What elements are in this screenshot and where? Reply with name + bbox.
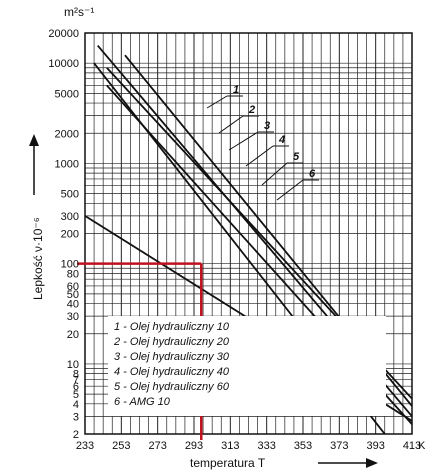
- callout-leader-6: [276, 179, 304, 201]
- y-tick-label: 3: [73, 411, 79, 423]
- legend-box: 1 - Olej hydrauliczny 10 2 - Olej hydrau…: [108, 316, 386, 416]
- callout-leader-3: [228, 131, 259, 151]
- y-tick-label: 10000: [48, 58, 79, 70]
- y-tick-label: 300: [61, 211, 79, 223]
- x-tick-label: 313: [221, 440, 239, 452]
- y-tick-label: 10: [67, 359, 79, 371]
- x-tick-label: 353: [294, 440, 312, 452]
- legend-entry-1: 1 - Olej hydrauliczny 10: [114, 321, 230, 333]
- x-tick-label: 253: [112, 440, 130, 452]
- y-tick-label: 6: [73, 381, 79, 393]
- x-tick-label: 413: [403, 440, 421, 452]
- x-tick-label: 233: [76, 440, 94, 452]
- y-tick-label: 8: [73, 369, 79, 381]
- y-tick-label: 80: [67, 268, 79, 280]
- y-axis-label: Lepkość ν·10⁻⁶: [31, 217, 45, 300]
- y-unit-label: m²s⁻¹: [64, 5, 94, 19]
- plot-border: [84, 32, 413, 435]
- legend-entry-4: 4 - Olej hydrauliczny 40: [114, 366, 230, 378]
- y-tick-label: 60: [67, 281, 79, 293]
- plot-frame: [84, 32, 413, 435]
- y-tick-label: 50: [67, 289, 79, 301]
- y-tick-label: 2: [73, 429, 79, 441]
- y-tick-label: 1000: [55, 158, 79, 170]
- x-tick-label: 373: [330, 440, 348, 452]
- legend-background: [108, 316, 386, 416]
- legend-entry-6: 6 - AMG 10: [114, 396, 171, 408]
- x-tick-label: 333: [257, 440, 275, 452]
- series-number-3: 3: [264, 120, 270, 132]
- x-tick-label: 273: [148, 440, 166, 452]
- y-tick-label: 5000: [55, 88, 79, 100]
- series-number-5: 5: [293, 151, 300, 163]
- legend-entry-5: 5 - Olej hydrauliczny 60: [114, 381, 230, 393]
- y-tick-label: 200: [61, 229, 79, 241]
- x-tick-label: 293: [185, 440, 203, 452]
- y-tick-label: 4: [73, 399, 79, 411]
- series-number-1: 1: [233, 84, 239, 96]
- x-tick-label: 393: [366, 440, 384, 452]
- y-tick-label: 40: [67, 299, 79, 311]
- y-tick-label: 30: [67, 311, 79, 323]
- series-number-2: 2: [248, 104, 255, 116]
- x-unit-label: K: [418, 440, 426, 452]
- y-tick-label: 5: [73, 389, 79, 401]
- series-number-4: 4: [278, 134, 285, 146]
- x-axis-label: temperatura T: [190, 456, 266, 470]
- legend-entry-2: 2 - Olej hydrauliczny 20: [113, 336, 230, 348]
- callout-leader-2: [218, 115, 244, 134]
- x-axis-arrow: [318, 458, 378, 468]
- legend-entry-3: 3 - Olej hydrauliczny 30: [114, 351, 230, 363]
- x-tick-labels: 233 253 273 293 313 333 353 373 393 413: [76, 440, 421, 452]
- series-number-6: 6: [309, 168, 316, 180]
- callout-leader-4: [245, 145, 274, 167]
- callout-leader-1: [206, 95, 228, 109]
- y-tick-label: 20000: [48, 28, 79, 40]
- y-axis-arrow: [29, 134, 39, 195]
- y-tick-label: 2000: [55, 128, 79, 140]
- callout-leader-5: [261, 162, 288, 186]
- y-tick-label: 7: [73, 374, 79, 386]
- y-tick-label: 100: [61, 259, 79, 271]
- y-tick-label: 500: [61, 189, 79, 201]
- y-tick-label: 20: [67, 329, 79, 341]
